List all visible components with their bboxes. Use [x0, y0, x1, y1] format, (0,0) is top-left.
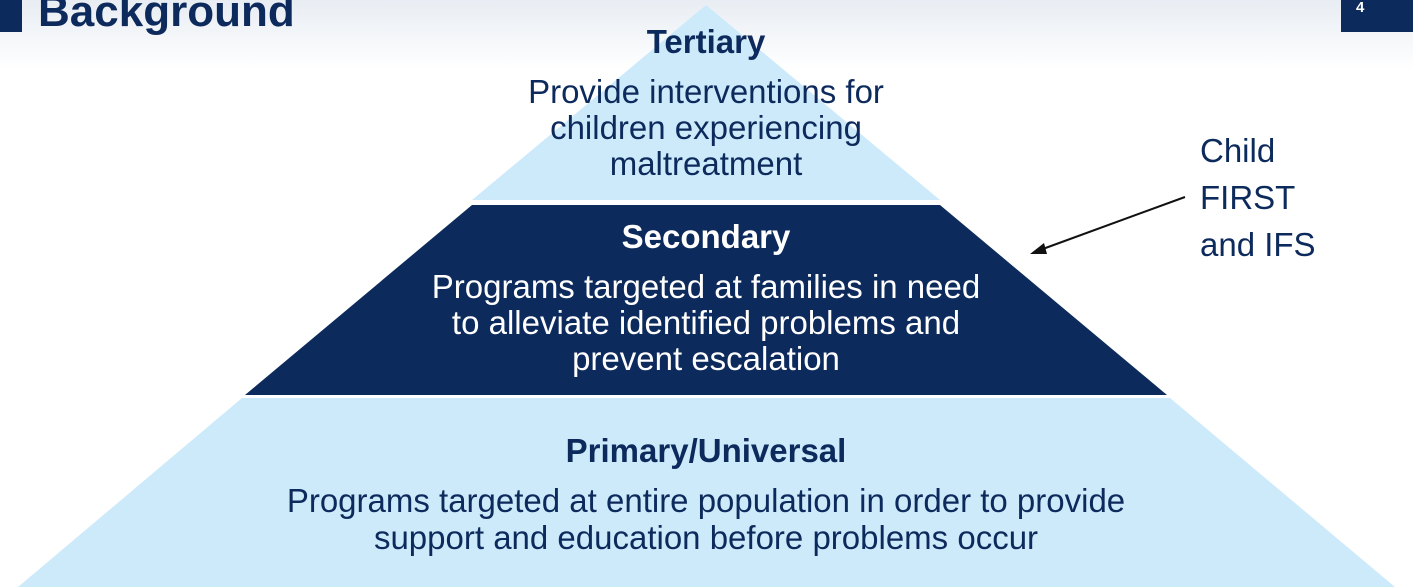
level-text: children experiencing [550, 109, 862, 146]
level-text: support and education before problems oc… [374, 519, 1038, 556]
level-title: Tertiary [647, 23, 766, 60]
level-text: Provide interventions for [528, 73, 884, 110]
page: Background 4 Tertiary Provide interventi… [0, 0, 1413, 587]
level-text: Programs targeted at families in need [432, 268, 980, 305]
page-number-box [1341, 0, 1413, 32]
level-title: Secondary [622, 218, 791, 255]
callout-text: and IFS [1200, 226, 1316, 263]
level-text: Programs targeted at entire population i… [287, 482, 1125, 519]
slide: Background 4 Tertiary Provide interventi… [0, 0, 1413, 587]
callout-arrow-head [1030, 243, 1047, 254]
level-text: to alleviate identified problems and [452, 304, 960, 341]
level-text: prevent escalation [572, 340, 840, 377]
level-text: maltreatment [610, 145, 803, 182]
level-title: Primary/Universal [566, 432, 847, 469]
slide-title: Background [38, 0, 295, 36]
callout-text: FIRST [1200, 179, 1295, 216]
page-number: 4 [1356, 0, 1365, 16]
title-marker [0, 0, 22, 32]
callout-text: Child [1200, 132, 1275, 169]
callout-arrow-line [1040, 197, 1185, 250]
